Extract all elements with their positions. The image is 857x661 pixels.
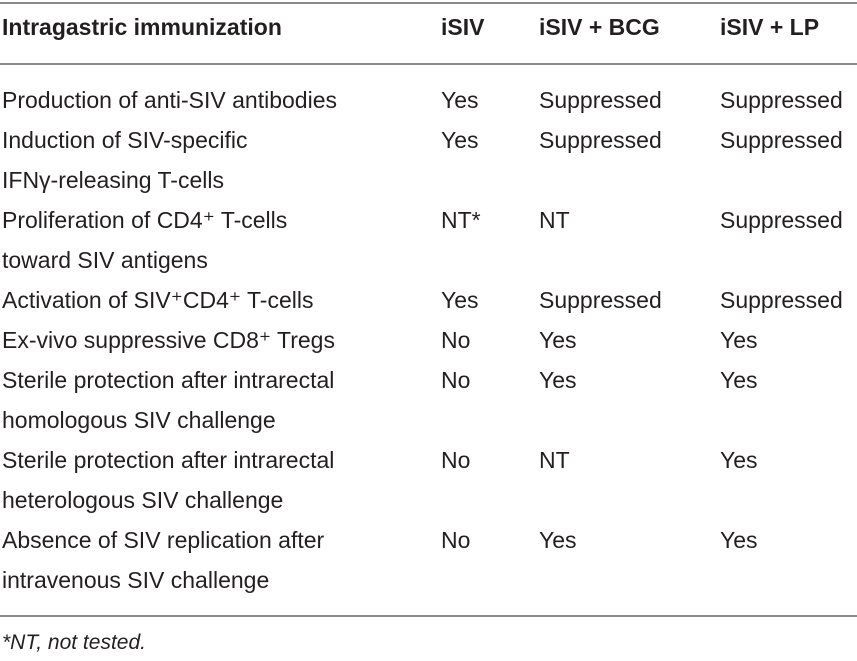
table-row: Induction of SIV-specific IFNγ-releasing … bbox=[0, 120, 857, 200]
row-label-line: Activation of SIV⁺CD4⁺ T-cells bbox=[2, 287, 314, 313]
table-header-rule bbox=[0, 63, 857, 65]
row-label: Sterile protection after intrarectal homo… bbox=[2, 360, 857, 440]
row-label-line: homologous SIV challenge bbox=[2, 407, 276, 433]
row-label-line: Sterile protection after intrarectal bbox=[2, 447, 335, 473]
table-row: Ex-vivo suppressive CD8⁺ Tregs No Yes Yes bbox=[0, 320, 857, 360]
row-label: Induction of SIV-specific IFNγ-releasing … bbox=[2, 120, 857, 200]
row-label-line: Sterile protection after intrarectal bbox=[2, 367, 335, 393]
row-label-line: Induction of SIV-specific bbox=[2, 127, 248, 153]
cell-isiv: No bbox=[441, 527, 471, 553]
table-body: Production of anti-SIV antibodies Yes Supp… bbox=[0, 80, 857, 600]
header-isiv-lp: iSIV + LP bbox=[720, 14, 820, 40]
header-isiv: iSIV bbox=[441, 14, 485, 40]
cell-isiv: No bbox=[441, 447, 471, 473]
table-row: Production of anti-SIV antibodies Yes Supp… bbox=[0, 80, 857, 120]
row-label: Sterile protection after intrarectal hete… bbox=[2, 440, 857, 520]
table-row: Absence of SIV replication after intraven… bbox=[0, 520, 857, 600]
table-row: Proliferation of CD4⁺ T-cells toward SIV … bbox=[0, 200, 857, 280]
table-top-rule bbox=[0, 2, 857, 4]
cell-isiv: Yes bbox=[441, 127, 479, 153]
cell-isiv: No bbox=[441, 367, 471, 393]
row-label-line: Proliferation of CD4⁺ T-cells bbox=[2, 207, 288, 233]
row-label: Absence of SIV replication after intraven… bbox=[2, 520, 857, 600]
table-row: Activation of SIV⁺CD4⁺ T-cells Yes Suppres… bbox=[0, 280, 857, 320]
cell-isiv-lp: Suppressed bbox=[720, 287, 843, 313]
cell-isiv-lp: Suppressed bbox=[720, 127, 843, 153]
cell-isiv-bcg: Yes bbox=[539, 327, 577, 353]
cell-isiv-lp: Suppressed bbox=[720, 207, 843, 233]
row-label: Production of anti-SIV antibodies bbox=[2, 80, 857, 120]
cell-isiv-lp: Yes bbox=[720, 527, 758, 553]
row-label: Ex-vivo suppressive CD8⁺ Tregs bbox=[2, 320, 857, 360]
table-row: Sterile protection after intrarectal homo… bbox=[0, 360, 857, 440]
row-label-line: Ex-vivo suppressive CD8⁺ Tregs bbox=[2, 327, 335, 353]
row-label-line: intravenous SIV challenge bbox=[2, 567, 270, 593]
table-header-row: Intragastric immunization iSIV iSIV + BC… bbox=[0, 14, 857, 54]
row-label-line: toward SIV antigens bbox=[2, 247, 208, 273]
cell-isiv-bcg: Suppressed bbox=[539, 87, 662, 113]
cell-isiv-bcg: Yes bbox=[539, 527, 577, 553]
row-label: Proliferation of CD4⁺ T-cells toward SIV … bbox=[2, 200, 857, 280]
cell-isiv-lp: Yes bbox=[720, 367, 758, 393]
header-isiv-bcg: iSIV + BCG bbox=[539, 14, 660, 40]
header-immunization: Intragastric immunization bbox=[2, 14, 282, 40]
table-footnote: *NT, not tested. bbox=[2, 631, 146, 654]
cell-isiv-bcg: NT bbox=[539, 207, 570, 233]
table-bottom-rule bbox=[0, 615, 857, 617]
cell-isiv: NT* bbox=[441, 207, 481, 233]
cell-isiv-lp: Suppressed bbox=[720, 87, 843, 113]
row-label-line: heterologous SIV challenge bbox=[2, 487, 284, 513]
cell-isiv: Yes bbox=[441, 87, 479, 113]
cell-isiv-lp: Yes bbox=[720, 327, 758, 353]
cell-isiv-bcg: Suppressed bbox=[539, 287, 662, 313]
cell-isiv-bcg: NT bbox=[539, 447, 570, 473]
row-label-line: Production of anti-SIV antibodies bbox=[2, 87, 337, 113]
row-label-line: Absence of SIV replication after bbox=[2, 527, 325, 553]
row-label: Activation of SIV⁺CD4⁺ T-cells bbox=[2, 280, 857, 320]
row-label-line: IFNγ-releasing T-cells bbox=[2, 167, 224, 193]
cell-isiv-bcg: Yes bbox=[539, 367, 577, 393]
cell-isiv-lp: Yes bbox=[720, 447, 758, 473]
cell-isiv: Yes bbox=[441, 287, 479, 313]
cell-isiv: No bbox=[441, 327, 471, 353]
table-row: Sterile protection after intrarectal hete… bbox=[0, 440, 857, 520]
cell-isiv-bcg: Suppressed bbox=[539, 127, 662, 153]
